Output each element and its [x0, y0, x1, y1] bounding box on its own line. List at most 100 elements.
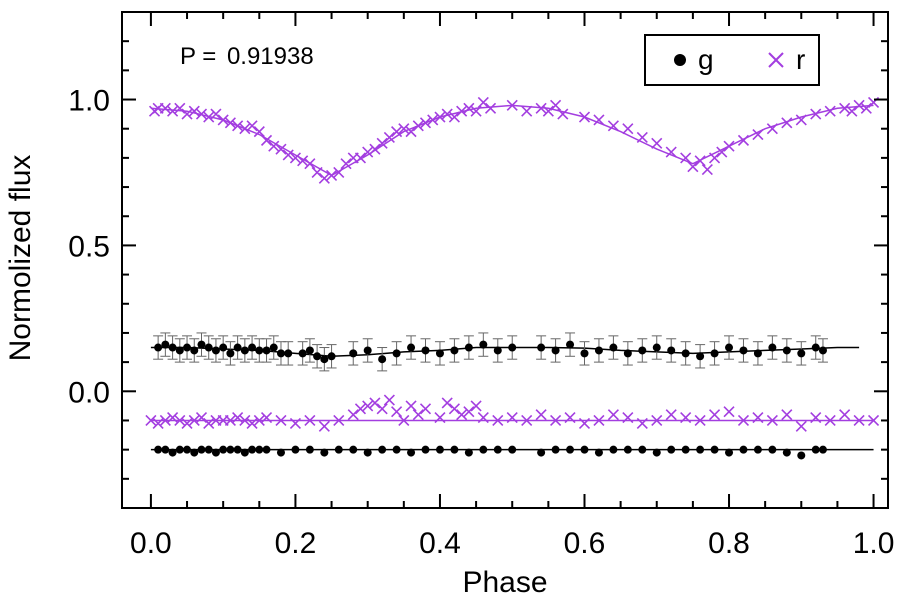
g-residuals-point: [710, 445, 719, 454]
g-residuals-point: [652, 448, 661, 457]
r-residuals-point: [636, 417, 648, 429]
r-light-curve-point: [253, 126, 265, 138]
g-light-curve-point: [710, 349, 719, 358]
r-residuals-point: [470, 400, 482, 412]
r-residuals-point: [391, 406, 403, 418]
r-light-curve-point: [289, 152, 301, 164]
g-residuals-point: [739, 445, 748, 454]
r-light-curve-point: [846, 105, 858, 117]
r-residuals-point: [781, 409, 793, 421]
r-light-curve-point: [752, 128, 764, 141]
r-light-curve-point: [441, 108, 453, 120]
g-light-curve-point: [782, 346, 791, 355]
r-light-curve-point: [167, 105, 179, 117]
r-residuals-point: [766, 414, 778, 427]
g-light-curve-point: [226, 349, 235, 358]
r-residuals-point: [434, 411, 446, 424]
r-light-curve-point: [839, 102, 851, 114]
r-light-curve-point: [694, 155, 706, 167]
g-light-curve-point: [566, 340, 575, 349]
g-light-curve-point: [349, 349, 358, 358]
g-light-curve-point: [161, 340, 170, 349]
r-light-curve-point: [593, 114, 605, 126]
g-light-curve-point: [493, 346, 502, 355]
r-residuals-point: [318, 420, 330, 432]
r-light-curve-point: [723, 140, 735, 152]
r-residuals-point: [159, 414, 171, 427]
g-light-curve-point: [392, 349, 401, 358]
r-residuals-point: [651, 414, 663, 427]
g-light-curve-point: [219, 343, 228, 352]
legend: g r: [644, 34, 820, 86]
g-residuals-point: [183, 445, 192, 454]
r-residuals-point: [195, 411, 208, 424]
r-light-curve-point: [506, 99, 518, 111]
r-residuals-point: [369, 397, 381, 409]
r-residuals-point: [253, 414, 265, 427]
points-layer: [145, 96, 880, 460]
r-light-curve-point: [239, 123, 251, 135]
r-light-curve-point: [383, 131, 395, 144]
r-residuals-point: [412, 409, 424, 421]
x-tick-label: 0.4: [419, 527, 461, 560]
r-residuals-point: [810, 411, 822, 424]
r-light-curve-point: [542, 105, 554, 117]
r-residuals-point: [289, 417, 301, 429]
r-residuals-point: [419, 403, 432, 415]
tick-labels-layer: 0.0 0.2 0.4 0.6 0.8 1.0 0.0 0.5 1.0: [68, 85, 894, 560]
plot-frame: [121, 11, 889, 509]
g-light-curve-point: [580, 349, 589, 358]
y-tick-label: 1.0: [68, 85, 110, 118]
y-axis-title: Normolized flux: [4, 155, 37, 362]
r-residuals-point: [152, 417, 164, 429]
r-residuals-point: [188, 414, 200, 427]
g-residuals-point: [435, 445, 444, 454]
g-residuals-point: [580, 445, 589, 454]
g-light-curve-point: [211, 346, 220, 355]
r-light-curve-point: [448, 111, 460, 123]
g-light-curve-point: [818, 346, 827, 355]
r-light-curve-point: [665, 146, 677, 158]
g-light-curve-point: [183, 343, 192, 352]
r-residuals-point: [665, 409, 677, 421]
g-residuals-point: [508, 445, 517, 454]
r-light-curve-point: [405, 126, 417, 138]
g-residuals-point: [667, 445, 676, 454]
r-residuals-point: [709, 409, 721, 421]
r-residuals-point: [867, 414, 880, 427]
r-light-curve-point: [810, 108, 822, 120]
g-residuals-point: [782, 448, 791, 457]
curves-layer: [150, 104, 874, 451]
g-light-curve-point: [255, 346, 264, 355]
r-light-curve-point: [195, 108, 208, 120]
r-residuals-point: [723, 406, 735, 418]
r-light-curve-point: [463, 102, 475, 114]
g-light-curve-point: [284, 349, 293, 358]
g-light-curve-point: [753, 349, 762, 358]
g-light-curve-point: [623, 349, 632, 358]
g-residuals-point: [725, 448, 734, 457]
g-residuals-point: [233, 445, 242, 454]
g-light-curve-point: [269, 343, 278, 352]
r-light-curve-point: [391, 126, 403, 138]
r-residuals-point: [694, 414, 706, 427]
r-light-curve-point: [282, 149, 294, 161]
r-light-curve-point: [376, 137, 388, 149]
g-light-curve-point: [298, 349, 307, 358]
r-residuals-point: [181, 417, 193, 429]
r-light-curve-point: [550, 99, 562, 111]
g-residuals-point: [276, 448, 285, 457]
r-light-curve-fit-line: [150, 104, 874, 177]
x-tick-label: 0.6: [564, 527, 606, 560]
r-light-curve-point: [636, 131, 648, 144]
r-light-curve-point: [860, 102, 872, 114]
period-annotation: P = 0.91938: [180, 43, 314, 70]
r-residuals-point: [398, 414, 410, 427]
r-light-curve-point: [853, 99, 865, 111]
g-light-curve-point: [421, 346, 430, 355]
r-residuals-point: [506, 411, 518, 424]
g-light-curve-point: [262, 346, 271, 355]
g-light-curve-point: [652, 343, 661, 352]
r-light-curve-point: [246, 120, 258, 132]
r-residuals-point: [405, 400, 417, 412]
